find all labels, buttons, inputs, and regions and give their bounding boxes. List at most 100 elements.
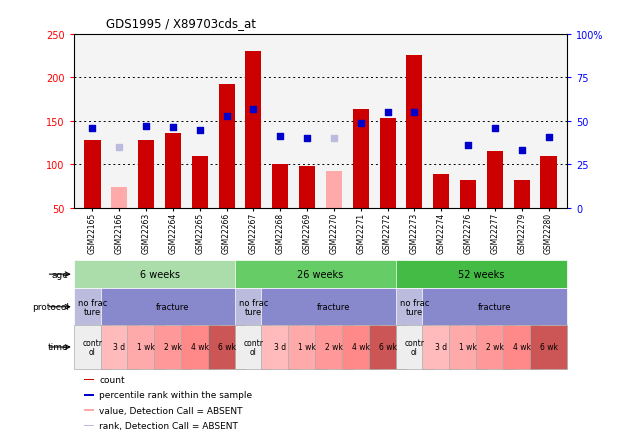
Bar [101, 289, 246, 326]
Point [302, 135, 312, 142]
Text: contr
ol: contr ol [244, 338, 263, 356]
Text: 4 wk: 4 wk [352, 343, 370, 352]
Bar [406, 56, 422, 208]
Text: count: count [99, 375, 125, 385]
Text: 6 wk: 6 wk [217, 343, 236, 352]
Point [141, 123, 151, 130]
Bar [235, 326, 272, 369]
Text: GDS1995 / X89703cds_at: GDS1995 / X89703cds_at [106, 17, 256, 30]
Bar [154, 326, 192, 369]
Bar [138, 141, 154, 208]
Bar [83, 425, 94, 426]
Point [275, 133, 285, 140]
Text: fracture: fracture [478, 302, 512, 312]
Bar [262, 289, 406, 326]
Text: 2 wk: 2 wk [325, 343, 343, 352]
Bar [379, 119, 395, 208]
Bar [487, 152, 503, 208]
Point [517, 148, 527, 155]
Text: protocol: protocol [32, 302, 69, 312]
Bar [395, 289, 433, 326]
Bar [235, 260, 406, 289]
Text: fracture: fracture [156, 302, 190, 312]
Bar [529, 326, 567, 369]
Bar [165, 134, 181, 208]
Point [248, 106, 258, 113]
Bar [422, 326, 460, 369]
Bar [74, 260, 246, 289]
Bar [342, 326, 379, 369]
Text: 2 wk: 2 wk [486, 343, 504, 352]
Text: time: time [48, 343, 69, 352]
Bar [540, 156, 556, 208]
Text: no frac
ture: no frac ture [400, 298, 429, 316]
Bar [272, 165, 288, 208]
Bar [315, 326, 353, 369]
Text: no frac
ture: no frac ture [238, 298, 268, 316]
Bar [83, 395, 94, 396]
Bar [112, 187, 128, 208]
Bar [83, 379, 94, 381]
Point [463, 142, 473, 149]
Text: 26 weeks: 26 weeks [297, 270, 344, 279]
Text: 6 wk: 6 wk [540, 343, 558, 352]
Text: 6 wk: 6 wk [379, 343, 397, 352]
Text: contr
ol: contr ol [404, 338, 424, 356]
Bar [433, 174, 449, 208]
Text: 3 d: 3 d [113, 343, 126, 352]
Bar [246, 52, 262, 208]
Point [329, 135, 339, 142]
Point [383, 109, 393, 116]
Point [87, 125, 97, 132]
Text: 3 d: 3 d [435, 343, 447, 352]
Point [168, 124, 178, 131]
Bar [83, 410, 94, 411]
Bar [192, 156, 208, 208]
Bar [326, 172, 342, 208]
Text: fracture: fracture [317, 302, 351, 312]
Bar [181, 326, 219, 369]
Bar [353, 110, 369, 208]
Bar [208, 326, 246, 369]
Text: 4 wk: 4 wk [513, 343, 531, 352]
Text: rank, Detection Call = ABSENT: rank, Detection Call = ABSENT [99, 421, 238, 430]
Bar [219, 85, 235, 208]
Text: no frac
ture: no frac ture [78, 298, 107, 316]
Bar [74, 326, 112, 369]
Bar [369, 326, 406, 369]
Bar [395, 260, 567, 289]
Text: contr
ol: contr ol [83, 338, 103, 356]
Text: 4 wk: 4 wk [191, 343, 209, 352]
Bar [513, 181, 529, 208]
Bar [460, 181, 476, 208]
Text: 3 d: 3 d [274, 343, 287, 352]
Bar [128, 326, 165, 369]
Text: 1 wk: 1 wk [137, 343, 155, 352]
Point [195, 127, 205, 134]
Text: percentile rank within the sample: percentile rank within the sample [99, 391, 253, 400]
Point [490, 125, 500, 132]
Bar [395, 326, 433, 369]
Text: value, Detection Call = ABSENT: value, Detection Call = ABSENT [99, 406, 243, 415]
Point [114, 144, 124, 151]
Text: 1 wk: 1 wk [459, 343, 477, 352]
Text: 2 wk: 2 wk [164, 343, 182, 352]
Text: 6 weeks: 6 weeks [140, 270, 179, 279]
Bar [422, 289, 567, 326]
Bar [503, 326, 540, 369]
Bar [288, 326, 326, 369]
Bar [449, 326, 487, 369]
Bar [74, 289, 112, 326]
Point [544, 135, 554, 141]
Bar [235, 289, 272, 326]
Bar [299, 167, 315, 208]
Bar [476, 326, 513, 369]
Text: 52 weeks: 52 weeks [458, 270, 504, 279]
Bar [101, 326, 138, 369]
Bar [85, 141, 101, 208]
Point [409, 109, 419, 116]
Point [356, 120, 366, 127]
Text: age: age [52, 270, 69, 279]
Text: 1 wk: 1 wk [298, 343, 316, 352]
Point [222, 114, 232, 121]
